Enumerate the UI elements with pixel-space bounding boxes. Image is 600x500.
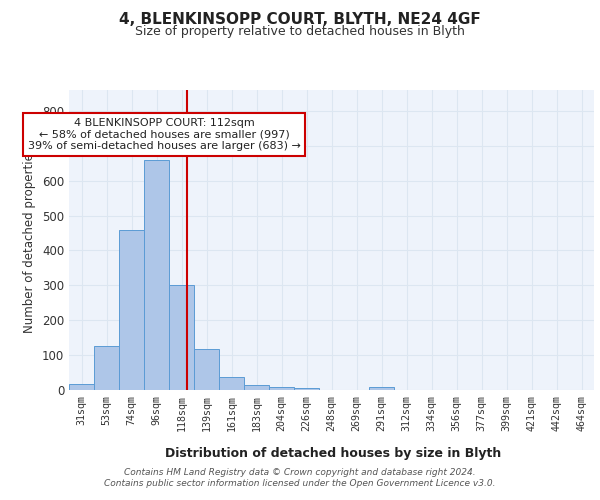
Text: Distribution of detached houses by size in Blyth: Distribution of detached houses by size … (165, 448, 501, 460)
Bar (94, 346, 119, 390)
Text: 4 BLENKINSOPP COURT: 112sqm
← 58% of detached houses are smaller (997)
39% of se: 4 BLENKINSOPP COURT: 112sqm ← 58% of det… (28, 118, 301, 151)
Y-axis label: Number of detached properties: Number of detached properties (23, 147, 37, 333)
Bar (169, 284, 194, 390)
Bar (144, 160, 169, 390)
Bar (369, 387, 394, 390)
Bar (244, 385, 269, 390)
Text: 4, BLENKINSOPP COURT, BLYTH, NE24 4GF: 4, BLENKINSOPP COURT, BLYTH, NE24 4GF (119, 12, 481, 28)
Bar (194, 349, 219, 390)
Bar (69, 384, 94, 390)
Text: Size of property relative to detached houses in Blyth: Size of property relative to detached ho… (135, 25, 465, 38)
Text: Contains HM Land Registry data © Crown copyright and database right 2024.
Contai: Contains HM Land Registry data © Crown c… (104, 468, 496, 487)
Bar (269, 386, 294, 390)
Bar (219, 378, 244, 390)
Bar (294, 388, 319, 390)
Bar (119, 230, 144, 390)
